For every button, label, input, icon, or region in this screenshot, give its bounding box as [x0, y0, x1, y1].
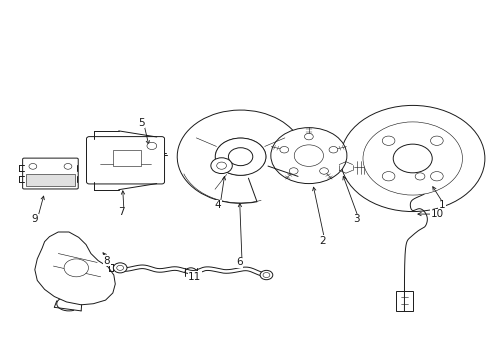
Circle shape — [279, 147, 288, 153]
Circle shape — [270, 128, 346, 184]
Text: 4: 4 — [214, 200, 221, 210]
Circle shape — [289, 168, 298, 174]
Text: 10: 10 — [429, 209, 443, 219]
Text: 3: 3 — [353, 215, 359, 224]
Bar — [113, 150, 141, 166]
Circle shape — [328, 147, 337, 153]
Circle shape — [29, 163, 37, 169]
Circle shape — [64, 259, 88, 277]
Circle shape — [429, 172, 442, 181]
Text: 5: 5 — [138, 118, 144, 128]
Circle shape — [340, 105, 484, 212]
Polygon shape — [35, 232, 115, 305]
Text: 11: 11 — [188, 272, 201, 282]
Circle shape — [216, 162, 226, 169]
Circle shape — [64, 163, 72, 169]
Circle shape — [215, 138, 265, 175]
Text: 1: 1 — [438, 200, 445, 210]
Circle shape — [228, 148, 252, 166]
Circle shape — [382, 136, 394, 145]
Circle shape — [117, 265, 123, 270]
Circle shape — [304, 134, 313, 140]
Circle shape — [429, 136, 442, 145]
Text: 8: 8 — [103, 256, 110, 266]
Circle shape — [392, 144, 431, 173]
Circle shape — [319, 168, 328, 174]
FancyBboxPatch shape — [86, 136, 164, 184]
Circle shape — [260, 270, 272, 280]
Text: 7: 7 — [118, 207, 124, 217]
Circle shape — [263, 273, 269, 278]
Text: 9: 9 — [31, 215, 38, 224]
Circle shape — [382, 172, 394, 181]
Circle shape — [414, 173, 424, 180]
Text: 6: 6 — [236, 257, 243, 267]
Circle shape — [362, 122, 462, 195]
FancyBboxPatch shape — [22, 158, 78, 189]
Text: 2: 2 — [319, 236, 325, 246]
Bar — [395, 291, 412, 311]
Circle shape — [113, 263, 127, 273]
Circle shape — [147, 142, 157, 149]
Circle shape — [294, 145, 323, 166]
Bar — [26, 174, 75, 186]
Circle shape — [210, 158, 232, 174]
